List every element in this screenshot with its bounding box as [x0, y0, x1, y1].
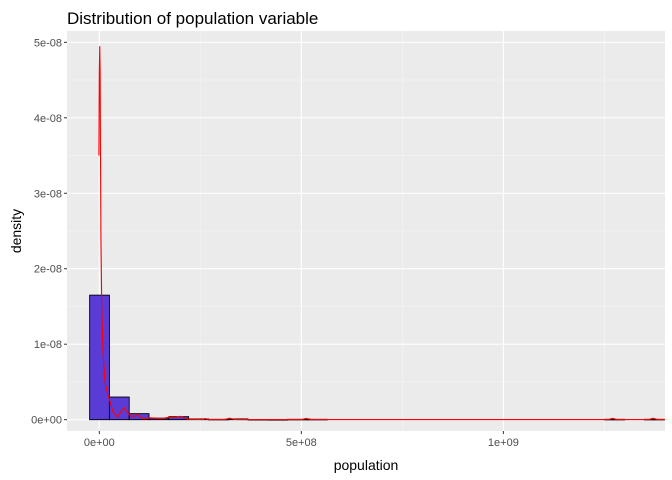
density-curve — [98, 46, 665, 421]
x-tick-label: 1e+09 — [488, 437, 519, 449]
y-axis-title: density — [8, 209, 24, 253]
density-curve-layer — [98, 46, 665, 421]
x-tick-label: 0e+00 — [84, 437, 115, 449]
y-tick-label: 0e+00 — [31, 415, 62, 427]
y-tick-label: 5e-08 — [34, 37, 62, 49]
y-tick-label: 3e-08 — [34, 188, 62, 200]
histogram-bar — [89, 294, 110, 421]
y-tick-label: 2e-08 — [34, 264, 62, 276]
x-axis: 0e+00 5e+08 1e+09 — [84, 431, 519, 449]
y-axis: 0e+00 1e-08 2e-08 3e-08 4e-08 5e-08 — [31, 37, 67, 427]
minor-grid — [67, 31, 665, 431]
x-tick-label: 5e+08 — [286, 437, 317, 449]
y-tick-label: 4e-08 — [34, 113, 62, 125]
x-axis-title: population — [334, 457, 399, 473]
chart-title: Distribution of population variable — [67, 9, 318, 28]
y-tick-label: 1e-08 — [34, 339, 62, 351]
